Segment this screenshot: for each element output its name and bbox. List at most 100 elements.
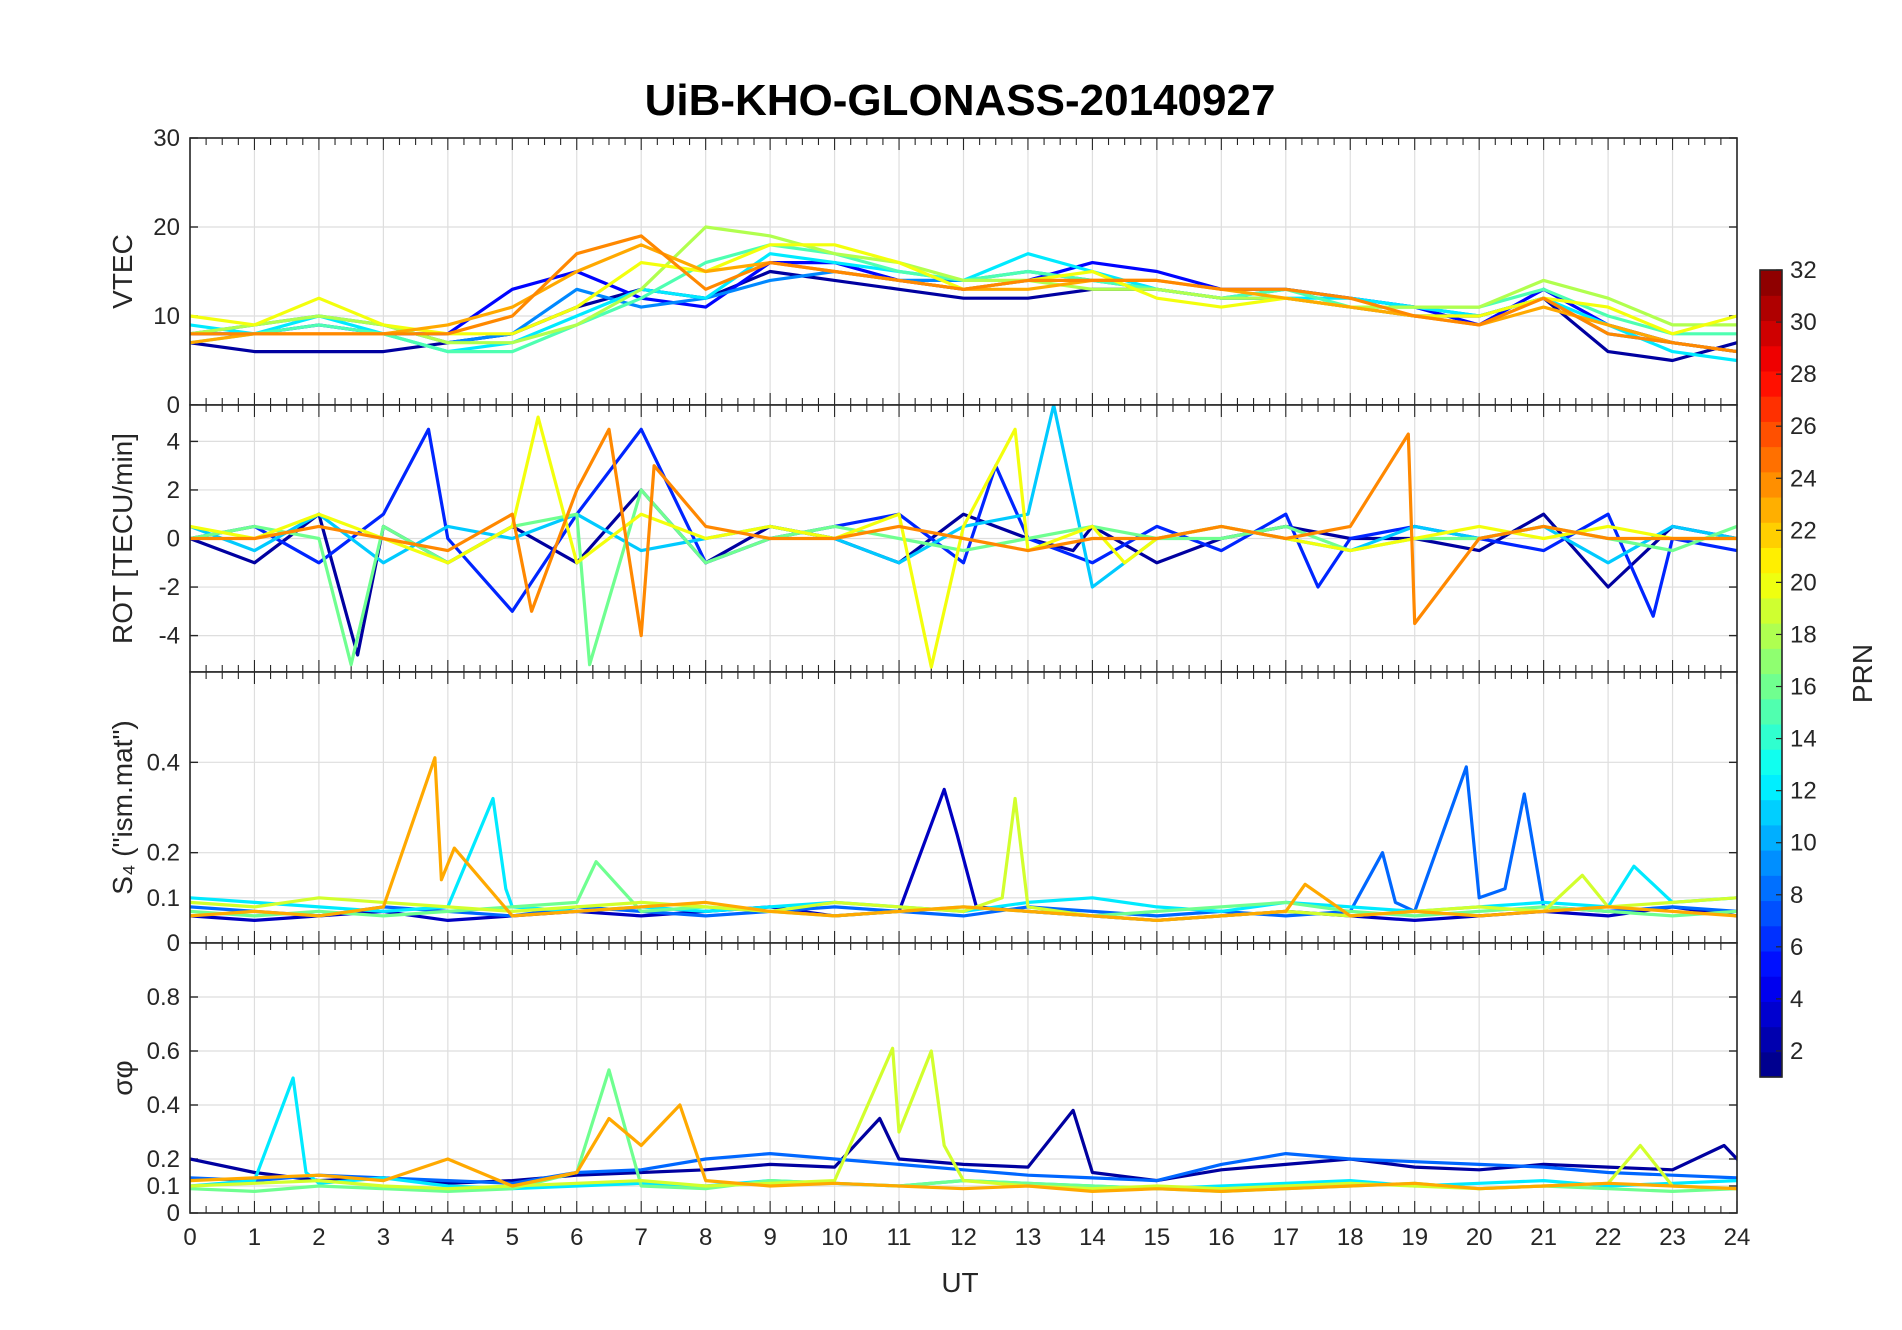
colorbar-step (1760, 925, 1782, 952)
xtick-label: 20 (1466, 1224, 1493, 1251)
colorbar-step (1760, 900, 1782, 927)
xtick-label: 13 (1015, 1224, 1042, 1251)
colorbar-step (1760, 774, 1782, 801)
colorbar-step (1760, 396, 1782, 422)
xtick-label: 24 (1724, 1224, 1751, 1251)
colorbar-step (1760, 648, 1782, 675)
rot-ytick-label: 2 (167, 477, 180, 504)
vtec-ytick-label: 0 (167, 392, 180, 419)
colorbar-tick-label: 20 (1790, 569, 1817, 596)
sigma-axes-frame (189, 942, 1738, 1214)
colorbar-step (1760, 370, 1782, 397)
s4-series-prn-3 (190, 787, 1737, 923)
colorbar-step (1760, 824, 1782, 851)
colorbar-tick-label: 10 (1790, 830, 1817, 857)
sigma-ytick-label: 0.8 (147, 984, 180, 1011)
colorbar-tick-label: 26 (1790, 413, 1817, 440)
colorbar-tick-label: 22 (1790, 517, 1817, 544)
vtec-series-prn-24 (190, 234, 1737, 354)
x-axis-label: UT (941, 1267, 978, 1298)
colorbar-step (1760, 522, 1782, 549)
xtick-label: 5 (506, 1224, 519, 1251)
xtick-label: 3 (377, 1224, 390, 1251)
colorbar-tick-label: 4 (1790, 986, 1803, 1013)
colorbar-tick-label: 18 (1790, 621, 1817, 648)
vtec-series-prn-18 (190, 225, 1737, 345)
colorbar-tick-label: 14 (1790, 726, 1817, 753)
rot-ytick-label: 0 (167, 526, 180, 553)
colorbar-tick-label: 6 (1790, 934, 1803, 961)
colorbar-step (1760, 623, 1782, 649)
xtick-label: 2 (312, 1224, 325, 1251)
colorbar-step (1760, 976, 1782, 1002)
xtick-label: 19 (1401, 1224, 1428, 1251)
colorbar-step (1760, 723, 1782, 750)
rot-ytick-label: -4 (159, 623, 180, 650)
rot-series-prn-16 (190, 488, 1737, 667)
vtec-series-group (190, 225, 1737, 363)
colorbar-step (1760, 572, 1782, 599)
colorbar-step (1760, 749, 1782, 775)
colorbar-step (1760, 850, 1782, 876)
colorbar-tick-label: 30 (1790, 309, 1817, 336)
xtick-label: 10 (821, 1224, 848, 1251)
xtick-label: 12 (950, 1224, 977, 1251)
rot-series-prn-20 (190, 415, 1737, 669)
sigma-ytick-label: 0.2 (147, 1146, 180, 1173)
xtick-label: 8 (699, 1224, 712, 1251)
xtick-label: 15 (1144, 1224, 1171, 1251)
xtick-label: 0 (183, 1224, 196, 1251)
sigma-series-prn-23 (190, 1103, 1737, 1194)
colorbar-step (1760, 270, 1782, 296)
colorbar-step (1760, 1001, 1782, 1028)
xtick-label: 16 (1208, 1224, 1235, 1251)
xtick-label: 22 (1595, 1224, 1622, 1251)
xtick-label: 23 (1659, 1224, 1686, 1251)
colorbar-frame (1759, 269, 1783, 1078)
s4-ylabel: S₄ ("ism.mat") (107, 720, 138, 894)
xtick-label: 18 (1337, 1224, 1364, 1251)
colorbar-tick-label: 8 (1790, 882, 1803, 909)
colorbar-step (1760, 471, 1782, 498)
colorbar-step (1760, 698, 1782, 725)
colorbar-step (1760, 496, 1782, 523)
colorbar-step (1760, 673, 1782, 700)
colorbar-step (1760, 421, 1782, 448)
colorbar-tick-label: 2 (1790, 1038, 1803, 1065)
xtick-label: 9 (763, 1224, 776, 1251)
xtick-label: 4 (441, 1224, 454, 1251)
s4-ytick-label: 0.4 (147, 749, 180, 776)
colorbar-step (1760, 799, 1782, 826)
s4-series-prn-19 (190, 796, 1737, 923)
xtick-label: 14 (1079, 1224, 1106, 1251)
xtick-label: 21 (1530, 1224, 1557, 1251)
colorbar-step (1760, 950, 1782, 977)
s4-ytick-label: 0.1 (147, 885, 180, 912)
sigma-series-prn-8 (190, 1151, 1737, 1185)
s4-series-prn-23 (190, 756, 1737, 923)
colorbar-tick-label: 16 (1790, 674, 1817, 701)
colorbar-step (1760, 295, 1782, 322)
chart-title: UiB-KHO-GLONASS-20140927 (645, 76, 1276, 125)
sigma-ytick-label: 0.4 (147, 1092, 180, 1119)
colorbar-tick-label: 12 (1790, 778, 1817, 805)
xtick-label: 17 (1272, 1224, 1299, 1251)
rot-ylabel: ROT [TECU/min] (107, 433, 138, 644)
s4-ytick-label: 0.2 (147, 840, 180, 867)
rot-ytick-label: -2 (159, 574, 180, 601)
rot-series-group (190, 405, 1737, 669)
colorbar-step (1760, 345, 1782, 372)
rot-series-prn-24 (190, 427, 1737, 638)
colorbar-step (1760, 1026, 1782, 1053)
vtec-ytick-label: 20 (153, 214, 180, 241)
rot-ytick-label: 4 (167, 428, 180, 455)
vtec-ylabel: VTEC (107, 234, 138, 309)
sigma-ytick-label: 0.6 (147, 1038, 180, 1065)
xtick-label: 6 (570, 1224, 583, 1251)
colorbar-tick-label: 28 (1790, 361, 1817, 388)
colorbar-step (1760, 1051, 1782, 1078)
xtick-label: 11 (887, 1224, 912, 1251)
panel-sigma: 00.10.2 0.4 0.6 0.8 σφ (107, 942, 1738, 1227)
